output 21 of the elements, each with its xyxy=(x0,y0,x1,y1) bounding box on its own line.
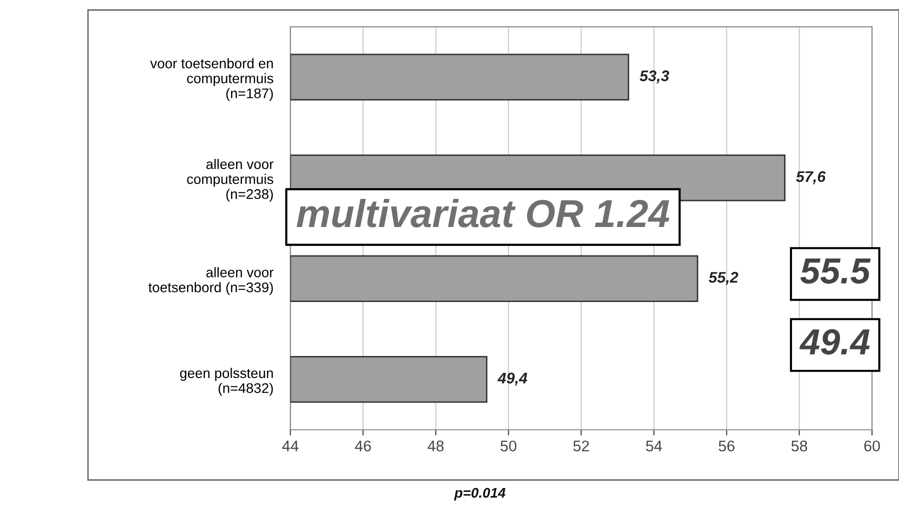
y-tick-label: voor toetsenbord en computermuis (n=187) xyxy=(150,58,274,102)
x-tick-label: 52 xyxy=(573,440,589,452)
annotation: 49.4 xyxy=(799,329,870,355)
annotation: multivariaat OR 1.24 xyxy=(296,198,670,228)
x-tick-label: 50 xyxy=(500,440,516,452)
data-label: 53,3 xyxy=(640,70,670,84)
y-tick-label: alleen voor computermuis (n=238) xyxy=(187,158,274,202)
x-tick-label: 54 xyxy=(646,440,662,452)
annotation: 55.5 xyxy=(800,258,871,284)
x-tick-label: 56 xyxy=(718,440,734,452)
data-label: 57,6 xyxy=(796,171,826,184)
text: p=0.014 xyxy=(454,488,506,500)
x-tick-label: 46 xyxy=(354,440,371,452)
x-tick-label: 48 xyxy=(428,440,444,452)
y-tick-label: geen polssteun (n=4832) xyxy=(180,368,273,396)
data-label: 55,2 xyxy=(708,272,738,285)
x-tick-label: 58 xyxy=(791,440,808,452)
x-tick-label: 44 xyxy=(282,440,298,452)
x-tick-label: 60 xyxy=(864,440,880,452)
y-tick-label: alleen voor toetsenbord (n=339) xyxy=(148,267,274,296)
data-label: 49,4 xyxy=(498,372,528,386)
